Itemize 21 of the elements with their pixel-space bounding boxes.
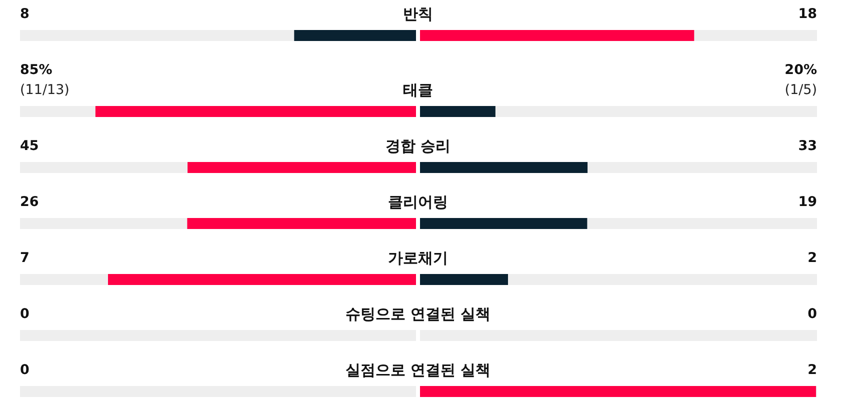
data-label: 7 <box>20 250 30 266</box>
data-label: 85% (11/13) <box>20 62 70 98</box>
category-label: 가로채기 <box>388 249 448 267</box>
category-label: 슈팅으로 연결된 실책 <box>345 305 491 323</box>
data-label: 19 <box>798 194 817 210</box>
data-label: 26 <box>20 194 39 210</box>
data-label: 18 <box>798 6 817 22</box>
category-label: 반칙 <box>403 5 433 23</box>
data-label: 45 <box>20 138 39 154</box>
data-label: 8 <box>20 6 30 22</box>
category-label: 경합 승리 <box>385 137 451 155</box>
data-label: 20% (1/5) <box>784 62 818 98</box>
category-label: 태클 <box>403 81 433 99</box>
data-label: 0 <box>20 306 30 322</box>
data-label: 0 <box>20 362 30 378</box>
data-label: 33 <box>798 138 817 154</box>
category-label: 실점으로 연결된 실책 <box>345 361 491 379</box>
data-label: 0 <box>808 306 817 322</box>
category-label: 클리어링 <box>388 193 448 211</box>
data-label: 2 <box>808 362 817 378</box>
data-label: 2 <box>808 250 817 266</box>
